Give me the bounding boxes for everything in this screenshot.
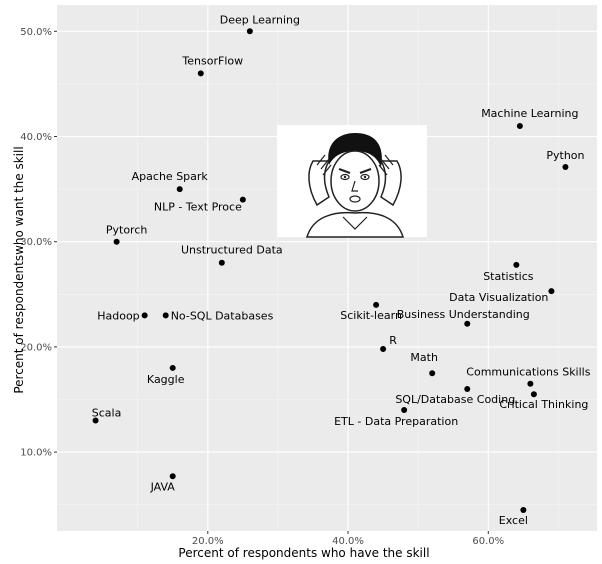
data-point — [176, 186, 183, 193]
point-label: Python — [546, 149, 584, 162]
y-tick-label: 50.0% — [20, 27, 52, 38]
data-points — [92, 28, 569, 513]
data-point — [464, 320, 471, 327]
point-label: Scala — [92, 407, 122, 420]
data-point — [113, 238, 120, 245]
grid-major — [57, 5, 597, 531]
data-point — [246, 28, 253, 35]
point-label: Apache Spark — [132, 170, 209, 183]
data-point — [373, 301, 380, 308]
data-point — [520, 506, 527, 513]
point-label: Scikit-learn — [340, 309, 402, 322]
data-point — [464, 385, 471, 392]
x-axis-title: Percent of respondents who have the skil… — [178, 546, 429, 560]
data-point — [513, 261, 520, 268]
data-point — [92, 417, 99, 424]
data-point — [141, 312, 148, 319]
x-axis-ticks: 20.0% 40.0% 60.0% — [192, 531, 504, 547]
x-tick-label: 40.0% — [332, 536, 364, 547]
point-label: Excel — [499, 514, 528, 527]
data-point — [516, 122, 523, 129]
point-label: Data Visualization — [449, 291, 548, 304]
y-axis-title: Percent of respondentswho want the skill — [12, 146, 26, 393]
point-label: ETL - Data Preparation — [334, 415, 458, 428]
point-label: Statistics — [483, 270, 534, 283]
y-tick-label: 40.0% — [20, 132, 52, 143]
point-label: Machine Learning — [481, 107, 578, 120]
point-label: Critical Thinking — [499, 398, 588, 411]
point-label: SQL/Database Coding — [395, 393, 515, 406]
y-axis-ticks: 10.0% 20.0% 30.0% 40.0% 50.0% — [20, 27, 57, 459]
point-label: Pytorch — [106, 224, 148, 237]
point-label: R — [389, 334, 397, 347]
point-label: Kaggle — [147, 373, 185, 386]
point-label: Business Understanding — [397, 308, 530, 321]
point-label: Hadoop — [97, 309, 139, 322]
point-label: Communications Skills — [466, 366, 590, 379]
data-point — [562, 164, 569, 171]
data-point — [239, 196, 246, 203]
data-point — [169, 364, 176, 371]
plot-panel — [57, 5, 597, 531]
x-tick-label: 60.0% — [472, 536, 504, 547]
y-tick-label: 20.0% — [20, 342, 52, 353]
data-point — [218, 259, 225, 266]
data-point — [548, 288, 555, 295]
y-tick-label: 30.0% — [20, 237, 52, 248]
data-point — [162, 312, 169, 319]
point-label: JAVA — [150, 480, 176, 493]
meme-face-icon — [277, 125, 427, 238]
point-label: Math — [410, 351, 438, 364]
data-point — [169, 473, 176, 480]
point-label: Unstructured Data — [181, 244, 283, 257]
data-point — [401, 407, 408, 414]
data-point — [429, 370, 436, 377]
point-label: Deep Learning — [220, 13, 300, 26]
y-tick-label: 10.0% — [20, 448, 52, 459]
data-point — [197, 70, 204, 77]
grid-minor — [57, 5, 597, 531]
point-label: No-SQL Databases — [171, 309, 274, 322]
data-point — [380, 346, 387, 353]
point-labels: Deep Learning TensorFlow Machine Learning P… — [92, 13, 591, 527]
point-label: NLP - Text Proce — [154, 201, 242, 214]
x-tick-label: 20.0% — [192, 536, 224, 547]
point-label: TensorFlow — [181, 54, 243, 67]
data-point — [527, 380, 534, 387]
data-point — [530, 391, 537, 398]
